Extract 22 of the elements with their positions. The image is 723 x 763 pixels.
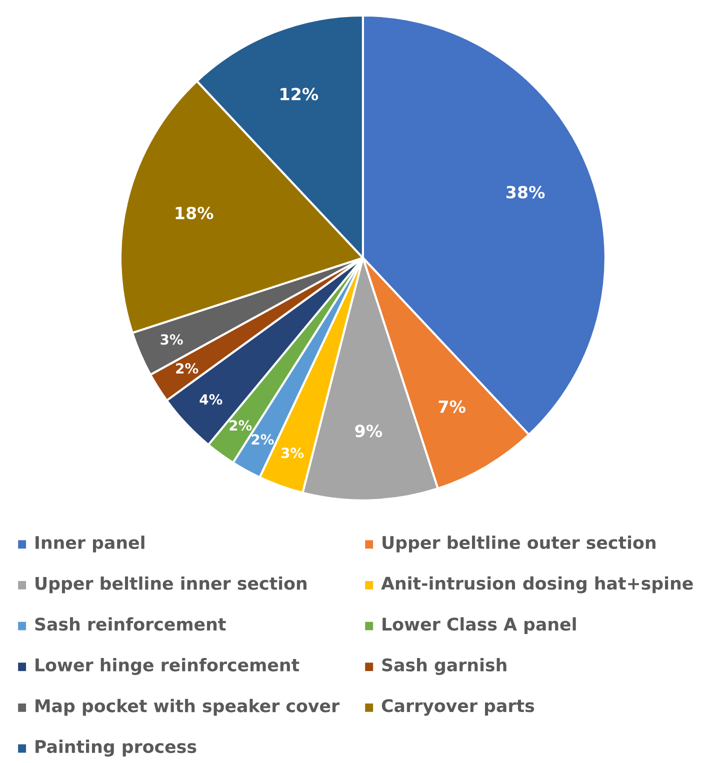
data-label: 3% <box>160 334 183 345</box>
legend-label: Inner panel <box>36 536 144 552</box>
data-label: 4% <box>200 394 222 405</box>
data-label: 3% <box>281 448 304 458</box>
legend-label: Lower hinge reinforcement <box>36 658 300 675</box>
data-label: 2% <box>176 363 198 374</box>
legend-label: Upper beltline inner section <box>36 576 306 594</box>
legend-label: Painting process <box>36 740 196 757</box>
legend-label: Anit-intrusion dosing hat+spine <box>381 576 693 594</box>
data-label: 12% <box>280 88 318 100</box>
data-label: 7% <box>438 400 466 414</box>
data-label: 2% <box>252 434 274 445</box>
legend-label: Upper beltline outer section <box>382 536 656 552</box>
legend-label: Carryover parts <box>382 699 534 716</box>
legend-label: Map pocket with speaker cover <box>36 698 340 716</box>
legend-label: Sash reinforcement <box>35 617 226 631</box>
legend-label: Lower Class A panel <box>382 617 576 634</box>
data-label: 18% <box>176 206 214 220</box>
data-label: 2% <box>230 420 252 431</box>
data-label: 38% <box>506 186 545 198</box>
data-label: 9% <box>355 424 382 438</box>
legend-label: Sash garnish <box>382 658 506 675</box>
